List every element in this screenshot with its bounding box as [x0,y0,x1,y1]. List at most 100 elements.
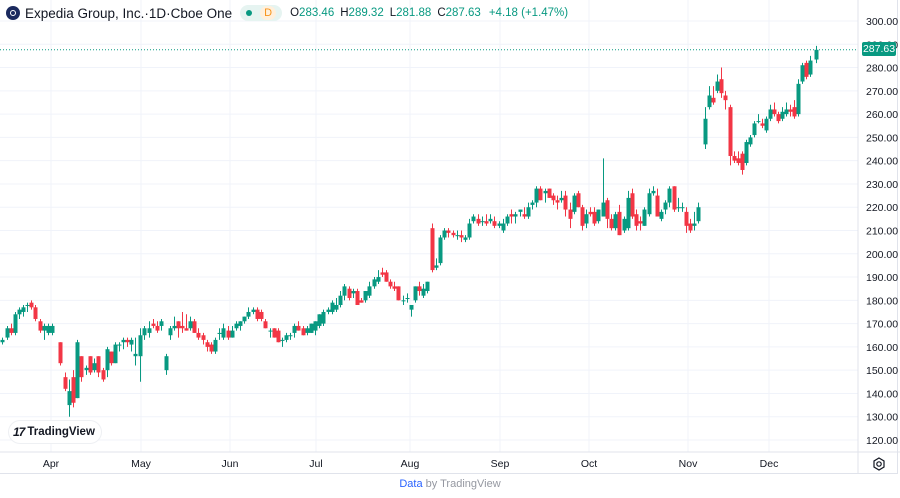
candle[interactable] [596,209,601,224]
candle[interactable] [651,186,656,196]
candle[interactable] [405,293,410,303]
candle[interactable] [642,207,647,226]
candlestick-plot[interactable]: 300.00290.00280.00270.00260.00250.00240.… [0,0,900,474]
candle[interactable] [58,342,63,366]
candle[interactable] [601,158,606,217]
candle[interactable] [142,325,147,340]
candle[interactable] [392,281,397,292]
candle[interactable] [563,190,568,217]
candle[interactable] [659,209,664,222]
candle[interactable] [21,304,26,317]
candle[interactable] [317,314,322,329]
candle[interactable] [288,332,293,340]
candle[interactable] [446,228,451,238]
candle[interactable] [609,214,614,231]
candle[interactable] [363,291,368,303]
candle[interactable] [205,339,210,352]
candle[interactable] [192,318,197,333]
candle[interactable] [451,230,456,238]
candle[interactable] [572,193,577,215]
candle[interactable] [226,325,231,340]
candle[interactable] [251,307,256,315]
candle[interactable] [367,281,372,299]
candle[interactable] [313,321,318,336]
candle[interactable] [613,211,618,231]
candle[interactable] [622,216,627,233]
candle[interactable] [442,228,447,240]
candle[interactable] [715,74,720,94]
candle[interactable] [543,188,548,203]
candle[interactable] [814,45,819,64]
candle[interactable] [680,202,685,212]
candle[interactable] [326,307,331,315]
candle[interactable] [164,353,169,375]
candle[interactable] [425,281,430,294]
candle[interactable] [255,307,260,322]
candle[interactable] [355,288,360,305]
candle[interactable] [808,55,813,77]
candle[interactable] [101,367,106,382]
candle[interactable] [480,216,485,226]
candle[interactable] [413,286,418,303]
candle[interactable] [647,188,652,217]
candle[interactable] [0,337,5,345]
candle[interactable] [559,190,564,203]
candle[interactable] [509,209,514,224]
candle[interactable] [768,104,773,122]
candle[interactable] [707,86,712,110]
candle[interactable] [764,116,769,133]
candle[interactable] [588,207,593,217]
candle[interactable] [505,214,510,226]
candle[interactable] [46,323,51,336]
candle[interactable] [772,102,777,117]
candle[interactable] [760,118,765,129]
candle[interactable] [719,67,724,98]
candle[interactable] [96,356,101,378]
candle[interactable] [201,332,206,345]
candle[interactable] [230,325,235,338]
candle[interactable] [50,323,55,336]
candle[interactable] [692,211,697,231]
candle[interactable] [728,104,733,166]
candle[interactable] [551,193,556,205]
candle[interactable] [376,270,381,285]
candle[interactable] [748,135,753,147]
candle[interactable] [213,337,218,354]
candle[interactable] [792,100,797,119]
candle[interactable] [63,372,68,392]
candle[interactable] [396,286,401,301]
candle[interactable] [513,211,518,224]
candle[interactable] [384,270,389,282]
candle[interactable] [359,298,364,303]
candle[interactable] [5,325,10,340]
candle[interactable] [13,311,18,336]
candle[interactable] [534,186,539,208]
candle[interactable] [497,221,502,229]
candle[interactable] [234,321,239,331]
candle[interactable] [676,197,681,212]
settings-gear-icon[interactable] [872,457,886,471]
candle[interactable] [401,295,406,305]
candle[interactable] [492,216,497,229]
candle[interactable] [467,218,472,240]
candle[interactable] [459,230,464,243]
candle[interactable] [409,304,414,317]
candle[interactable] [38,318,43,333]
candle[interactable] [538,186,543,201]
candle[interactable] [696,202,701,224]
candle[interactable] [71,370,76,408]
candle[interactable] [788,104,793,117]
candle[interactable] [744,139,749,166]
candle[interactable] [417,281,422,296]
candle[interactable] [672,186,677,212]
candle[interactable] [780,107,785,122]
candle[interactable] [723,90,728,110]
candle[interactable] [305,325,310,336]
candle[interactable] [284,332,289,343]
candle[interactable] [217,328,222,340]
candle[interactable] [188,316,193,331]
candle[interactable] [129,337,134,352]
candle[interactable] [476,214,481,226]
candle[interactable] [592,207,597,226]
candle[interactable] [638,216,643,231]
